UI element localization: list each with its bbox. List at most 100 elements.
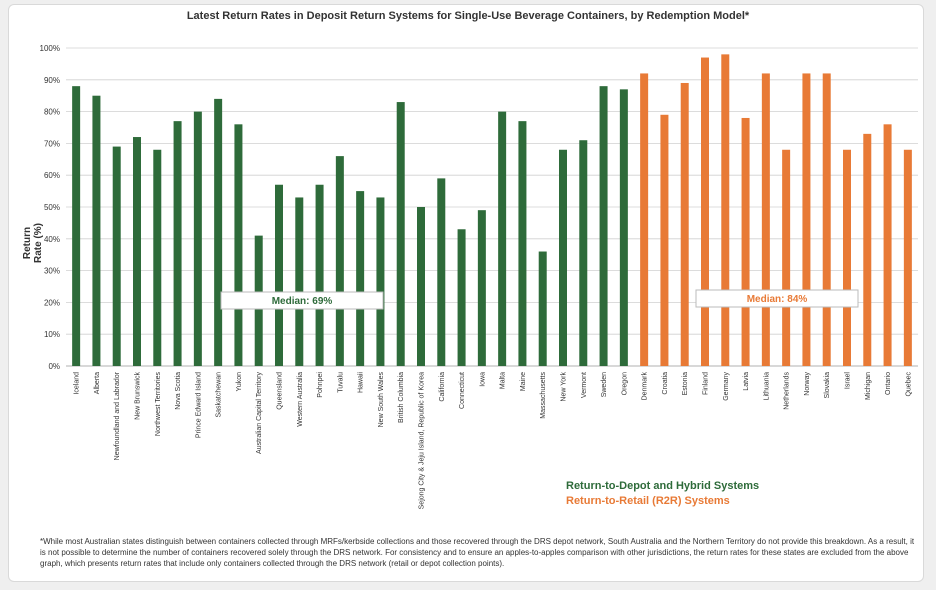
bar — [741, 117, 750, 367]
x-tick-label: New Brunswick — [135, 372, 142, 420]
x-tick-label: Hawaii — [358, 372, 365, 393]
x-tick-label: British Columbia — [398, 372, 405, 423]
bar — [173, 121, 182, 366]
x-tick-label: Alberta — [94, 372, 101, 394]
bar — [579, 140, 588, 366]
bar — [863, 133, 872, 366]
x-tick-label: Germany — [723, 372, 730, 401]
bar — [802, 73, 811, 366]
bar — [153, 149, 162, 366]
x-tick-label: Tuvalu — [337, 372, 344, 393]
bar — [376, 197, 385, 366]
bar — [559, 149, 567, 366]
bar — [498, 111, 507, 366]
bar — [903, 149, 912, 366]
bar — [315, 184, 324, 366]
x-tick-label: Newfoundland and Labrador — [114, 371, 121, 460]
x-tick-label: Malta — [500, 372, 507, 389]
bar — [843, 149, 851, 366]
x-tick-label: Norway — [804, 372, 811, 396]
median-label: Median: 69% — [272, 296, 333, 307]
x-tick-label: New York — [561, 372, 568, 402]
bar — [782, 149, 791, 366]
bar — [92, 95, 101, 366]
x-tick-label: New South Wales — [378, 372, 385, 428]
x-tick-label: Quebec — [905, 372, 912, 397]
x-tick-label: Latvia — [743, 372, 750, 391]
y-tick-label: 100% — [40, 44, 60, 53]
x-tick-label: Lithuania — [763, 372, 770, 401]
y-tick-label: 80% — [44, 108, 60, 117]
x-tick-label: Iowa — [479, 372, 486, 387]
bar — [437, 178, 446, 366]
x-tick-label: Ontario — [885, 372, 892, 395]
x-tick-label: Michigan — [865, 372, 872, 400]
y-tick-label: 20% — [44, 298, 60, 307]
x-tick-label: Queensland — [277, 372, 284, 410]
x-tick-label: Sweden — [601, 372, 608, 397]
x-tick-label: Iceland — [74, 372, 81, 395]
x-tick-label: Sejong City & Jeju Island, Republic of K… — [419, 372, 426, 509]
legend-retail: Return-to-Retail (R2R) Systems — [566, 495, 730, 507]
x-tick-label: Saskatchewan — [216, 372, 223, 418]
bar — [295, 197, 304, 366]
y-tick-label: 50% — [44, 203, 60, 212]
bar — [133, 137, 141, 366]
x-tick-label: Prince Edward Island — [195, 372, 202, 438]
x-tick-label: Western Australia — [297, 372, 304, 427]
bar — [417, 207, 425, 366]
bar — [234, 124, 243, 366]
x-tick-label: Israel — [845, 372, 852, 390]
bar — [883, 124, 892, 366]
bar — [660, 114, 669, 366]
bar — [619, 89, 628, 366]
x-tick-label: Connecticut — [459, 372, 466, 409]
bar — [477, 210, 486, 366]
bar — [640, 73, 649, 366]
bar — [518, 121, 527, 366]
y-tick-label: 60% — [44, 171, 60, 180]
bar — [72, 86, 81, 366]
bar — [335, 156, 344, 366]
bar — [112, 146, 121, 366]
x-tick-label: Maine — [520, 372, 527, 391]
bar — [457, 229, 466, 366]
x-tick-label: Yukon — [236, 372, 243, 392]
median-box — [220, 291, 384, 310]
bar — [193, 111, 202, 366]
footnote: *While most Australian states distinguis… — [40, 537, 915, 568]
legend-depot: Return-to-Depot and Hybrid Systems — [566, 480, 760, 492]
bar — [599, 86, 608, 366]
bar — [214, 98, 223, 366]
bar — [721, 54, 730, 367]
x-tick-label: Massachusetts — [540, 372, 547, 419]
bar — [275, 184, 283, 366]
y-tick-label: 0% — [48, 362, 60, 371]
y-tick-label: 90% — [44, 76, 60, 85]
x-tick-label: Nova Scotia — [175, 372, 182, 410]
bar — [822, 73, 831, 366]
median-box — [695, 289, 859, 308]
y-tick-label: 40% — [44, 235, 60, 244]
bar — [356, 191, 365, 366]
bar — [701, 57, 709, 366]
bar — [538, 251, 547, 366]
y-tick-label: 30% — [44, 267, 60, 276]
bar — [680, 82, 689, 366]
x-tick-label: Northwest Territories — [155, 372, 162, 437]
chart-title: Latest Return Rates in Deposit Return Sy… — [186, 10, 750, 22]
x-tick-label: Pohnpei — [317, 372, 324, 398]
y-tick-label: 10% — [44, 330, 60, 339]
x-tick-label: Vermont — [581, 372, 588, 398]
x-tick-label: Finland — [703, 372, 710, 395]
x-tick-label: California — [439, 372, 446, 402]
bar — [396, 102, 405, 366]
x-tick-label: Slovakia — [824, 372, 831, 399]
median-label: Median: 84% — [747, 294, 808, 305]
x-tick-label: Estonia — [682, 372, 689, 395]
x-tick-label: Croatia — [662, 372, 669, 395]
y-tick-label: 70% — [44, 139, 60, 148]
x-tick-label: Australian Capital Territory — [256, 372, 263, 454]
x-tick-label: Denmark — [642, 372, 649, 401]
